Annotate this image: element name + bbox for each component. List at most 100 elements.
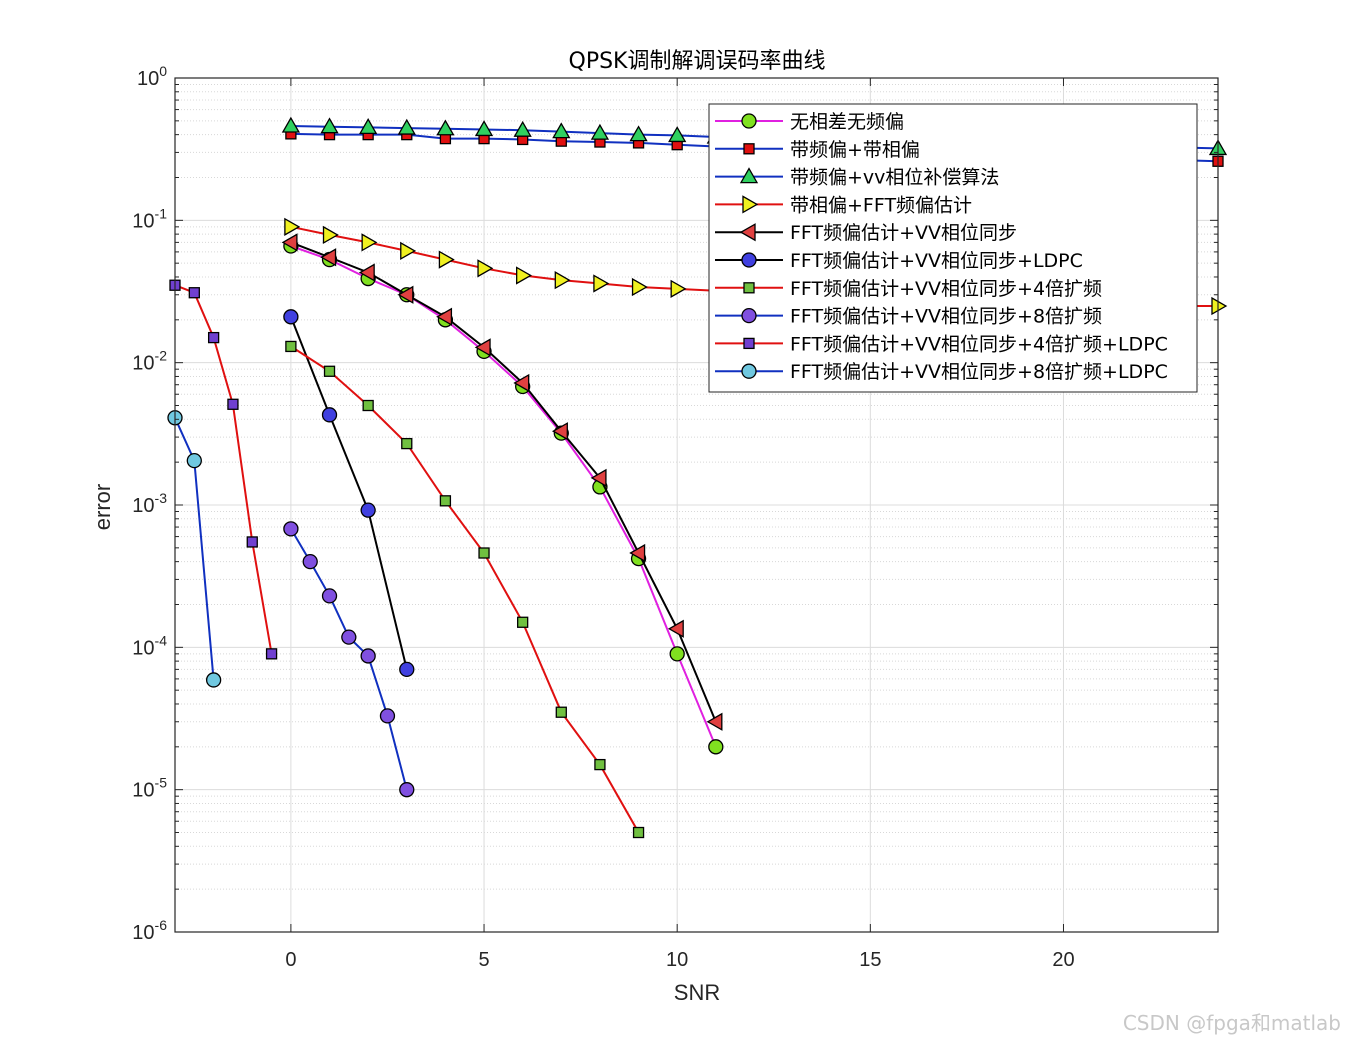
x-tick-label: 10 <box>666 949 688 971</box>
data-point <box>322 225 339 245</box>
data-point <box>361 233 378 252</box>
data-point <box>474 120 494 137</box>
data-point <box>706 712 723 731</box>
data-point <box>265 648 278 660</box>
data-point <box>513 120 532 137</box>
legend-label: 带频偏+带相偏 <box>790 139 920 161</box>
x-tick-label: 5 <box>478 949 489 971</box>
data-point <box>629 543 646 563</box>
data-point <box>359 118 378 135</box>
data-point <box>590 468 607 488</box>
series-line <box>289 316 408 670</box>
data-point <box>283 521 299 537</box>
legend-marker <box>743 143 755 155</box>
data-point <box>358 263 375 282</box>
series-8 <box>283 521 415 798</box>
y-tick-label: 10-6 <box>132 917 167 944</box>
data-point <box>399 661 415 678</box>
data-point <box>400 241 417 261</box>
data-point <box>667 619 684 638</box>
data-point <box>320 117 339 134</box>
series-10 <box>167 410 222 688</box>
data-point <box>360 648 376 664</box>
data-point <box>632 826 645 839</box>
legend-marker <box>741 307 757 324</box>
data-point <box>552 122 571 139</box>
legend-marker <box>741 252 757 268</box>
data-point <box>285 340 297 353</box>
ticks: 0 5 10 15 20 100 10-1 10-2 10-3 10-4 10-5 10-6 <box>132 63 1218 971</box>
data-point <box>629 125 648 142</box>
data-point <box>436 307 453 326</box>
data-point <box>399 782 415 798</box>
legend-label: 带频偏+vv相位补偿算法 <box>790 167 999 189</box>
data-point <box>360 502 376 518</box>
data-point <box>323 365 336 377</box>
data-point <box>362 399 374 412</box>
data-point <box>590 123 610 140</box>
x-axis-label: SNR <box>674 980 720 1005</box>
legend-label: FFT频偏估计+VV相位同步+8倍扩频+LDPC <box>790 361 1168 383</box>
data-point <box>631 277 648 297</box>
data-point <box>401 437 413 450</box>
data-point <box>283 309 299 325</box>
data-point <box>207 331 220 344</box>
data-point <box>321 588 338 604</box>
legend-marker <box>741 113 757 129</box>
data-point <box>708 739 724 755</box>
data-point <box>397 285 414 304</box>
series-line <box>290 345 640 833</box>
chart-title: QPSK调制解调误码率曲线 <box>569 49 826 74</box>
data-point <box>477 259 494 278</box>
data-point <box>302 553 318 570</box>
y-tick-label: 10-3 <box>132 490 167 517</box>
legend-entry: 带相偏+FFT频偏估计 <box>715 194 972 216</box>
data-point <box>593 274 610 293</box>
data-point <box>1211 296 1228 316</box>
legend-label: FFT频偏估计+VV相位同步 <box>790 222 1017 244</box>
legend-entry: 带频偏+带相偏 <box>715 139 920 161</box>
legend-label: FFT频偏估计+VV相位同步+4倍扩频+LDPC <box>790 333 1168 355</box>
data-point <box>517 616 529 628</box>
y-tick-label: 10-5 <box>132 775 167 802</box>
legend-label: FFT频偏估计+VV相位同步+8倍扩频 <box>790 306 1102 328</box>
watermark: CSDN @fpga和matlab <box>1122 1011 1341 1035</box>
x-tick-label: 0 <box>285 949 296 971</box>
legend-marker <box>743 337 755 350</box>
data-point <box>284 217 301 236</box>
data-point <box>438 250 455 269</box>
x-tick-label: 20 <box>1052 949 1074 971</box>
data-point <box>513 373 530 393</box>
legend-entry: FFT频偏估计+VV相位同步+8倍扩频 <box>715 306 1102 328</box>
data-point <box>551 422 568 441</box>
y-tick-label: 10-4 <box>132 632 167 659</box>
legend-entry: 无相差无频偏 <box>715 111 904 133</box>
data-point <box>594 758 606 771</box>
data-point <box>281 233 298 252</box>
legend-entry: FFT频偏估计+VV相位同步 <box>715 222 1017 244</box>
data-point <box>379 708 396 724</box>
legend-entry: FFT频偏估计+VV相位同步+4倍扩频 <box>715 278 1102 300</box>
legend-marker <box>743 282 755 294</box>
data-point <box>669 646 685 662</box>
x-tick-label: 15 <box>859 949 881 971</box>
data-point <box>670 279 687 298</box>
data-point <box>320 248 337 267</box>
y-axis-label: error <box>90 484 115 530</box>
series-line <box>290 241 717 723</box>
data-point <box>188 287 200 299</box>
y-tick-label: 100 <box>137 63 167 90</box>
legend-label: 带相偏+FFT频偏估计 <box>790 194 972 216</box>
data-point <box>186 452 202 469</box>
y-tick-label: 10-1 <box>132 205 167 232</box>
data-point <box>668 126 687 143</box>
data-point <box>397 118 416 135</box>
data-point <box>478 547 490 559</box>
legend-entry: 带频偏+vv相位补偿算法 <box>715 167 999 189</box>
data-point <box>246 536 258 548</box>
legend-entry: FFT频偏估计+VV相位同步+8倍扩频+LDPC <box>715 361 1168 383</box>
legend-marker <box>739 167 759 184</box>
legend-marker <box>739 223 756 242</box>
legend-entry: FFT频偏估计+VV相位同步+4倍扩频+LDPC <box>715 333 1168 355</box>
